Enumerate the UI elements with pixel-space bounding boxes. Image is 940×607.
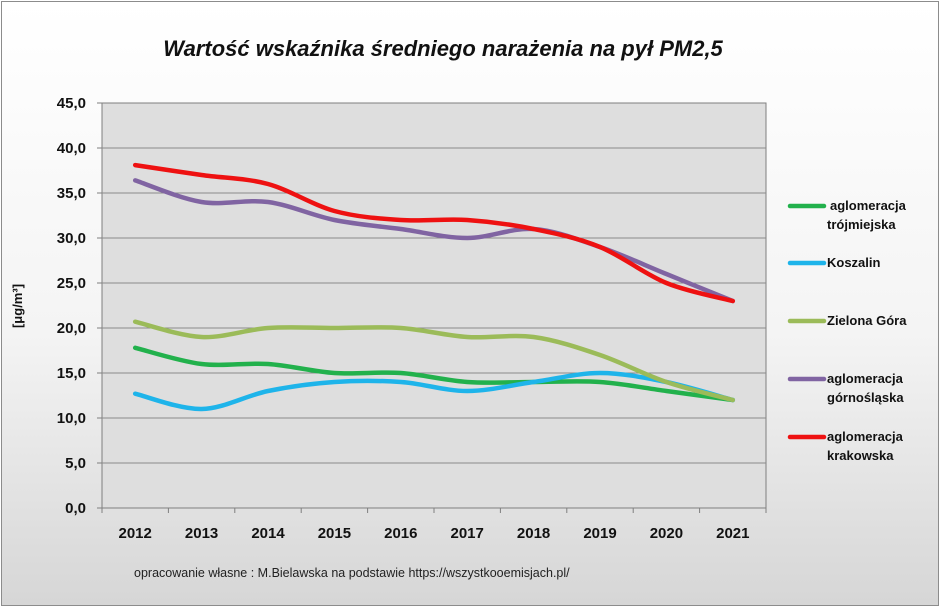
legend-label: krakowska	[827, 448, 894, 463]
legend-label: Koszalin	[827, 255, 881, 270]
y-tick-label: 10,0	[57, 410, 86, 427]
legend: aglomeracja trójmiejska Koszalin Zielona Gó…	[787, 198, 907, 463]
legend-label: górnośląska	[827, 390, 904, 405]
chart-title: Wartość wskaźnika średniego narażenia na…	[163, 36, 723, 61]
y-tick-label: 0,0	[65, 500, 86, 517]
y-tick-label: 35,0	[57, 185, 86, 202]
y-tick-label: 45,0	[57, 95, 86, 112]
legend-label: Zielona Góra	[827, 313, 907, 328]
gridlines	[102, 147, 766, 464]
x-tick-label: 2019	[583, 525, 616, 542]
y-tick-label: 25,0	[57, 275, 86, 292]
x-tick-label: 2017	[451, 525, 484, 542]
y-tick-label: 5,0	[65, 455, 86, 472]
x-tick-label: 2015	[318, 525, 351, 542]
series-line	[132, 162, 736, 304]
x-tick-label: 2020	[650, 525, 683, 542]
series-lines	[132, 162, 736, 412]
legend-label: aglomeracja	[830, 198, 907, 213]
legend-label: aglomeracja	[827, 429, 904, 444]
x-tick-label: 2016	[384, 525, 417, 542]
legend-label: aglomeracja	[827, 371, 904, 386]
y-axis-label: [μg/m³]	[10, 284, 25, 328]
series-line	[132, 345, 736, 403]
y-tick-label: 15,0	[57, 365, 86, 382]
y-tick-label: 30,0	[57, 230, 86, 247]
series-line	[132, 319, 736, 403]
x-tick-label: 2013	[185, 525, 218, 542]
legend-label: trójmiejska	[827, 217, 896, 232]
y-tick-label: 40,0	[57, 140, 86, 157]
footnote: opracowanie własne : M.Bielawska na pods…	[134, 566, 570, 580]
series-line	[132, 178, 736, 304]
x-tick-label: 2021	[716, 525, 749, 542]
axes: 0,0 5,0 10,0 15,0 20,0 25,0 30,0 35,0 40,0 45,0 20…	[57, 95, 767, 542]
x-tick-label: 2014	[251, 525, 285, 542]
y-tick-label: 20,0	[57, 320, 86, 337]
x-tick-label: 2012	[119, 525, 152, 542]
plot-area	[101, 102, 767, 509]
x-tick-label: 2018	[517, 525, 550, 542]
series-line	[132, 370, 736, 412]
